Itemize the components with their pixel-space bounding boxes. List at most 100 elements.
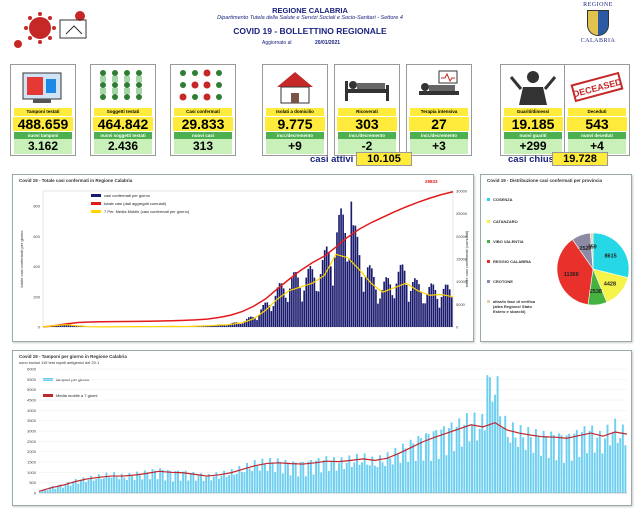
daily-case-bar — [397, 271, 400, 327]
daily-case-bar — [379, 298, 381, 327]
swab-bar — [159, 468, 162, 493]
swab-bar — [54, 488, 57, 493]
y-tick-right: 20000 — [456, 234, 468, 239]
swab-bar — [220, 475, 223, 493]
daily-case-bar — [334, 257, 336, 327]
swab-bar — [563, 462, 566, 493]
swab-bar — [580, 432, 583, 493]
daily-case-bar — [412, 282, 414, 327]
swab-bar — [118, 479, 121, 493]
daily-case-bar — [371, 268, 373, 327]
y-tick-right: 25000 — [456, 211, 468, 216]
swab-bar — [575, 429, 578, 493]
y-tick-left: 800 — [33, 204, 40, 209]
y-tick: 5500 — [27, 377, 37, 382]
swab-bar — [115, 477, 118, 493]
daily-case-bar — [233, 322, 236, 327]
swab-bar — [624, 445, 627, 493]
daily-case-bar — [332, 285, 334, 327]
swab-bar — [141, 479, 144, 493]
daily-case-bar — [330, 266, 332, 327]
swab-bar — [146, 472, 149, 493]
daily-case-bar — [430, 283, 433, 327]
swab-bar — [292, 461, 295, 493]
daily-case-bar — [327, 252, 330, 327]
swab-bar — [463, 424, 466, 493]
cumulative-line — [42, 191, 454, 328]
swab-bar — [333, 457, 335, 493]
swab-bar — [281, 473, 284, 493]
swab-bar — [64, 484, 67, 493]
daily-case-bar — [303, 290, 305, 327]
daily-case-bar — [286, 301, 289, 327]
swab-bar — [396, 453, 399, 493]
swab-bar — [491, 401, 494, 493]
pie-slice-label: 8615 — [604, 253, 616, 259]
swab-bar — [348, 455, 351, 493]
swab-bar — [473, 412, 476, 493]
active-cases-value: 10.105 — [356, 152, 412, 166]
daily-case-bar — [338, 214, 340, 327]
card-guariti: Guariti/dimessi 19.185 nuovi guariti +29… — [500, 64, 566, 156]
swab-bar — [251, 471, 254, 493]
swab-bar — [440, 429, 443, 493]
swab-bar — [177, 470, 179, 493]
daily-case-bar — [305, 277, 308, 327]
y-tick: 1000 — [27, 470, 37, 475]
swab-bar — [138, 474, 141, 493]
swab-bar — [542, 430, 545, 493]
daily-case-bar — [57, 325, 59, 327]
daily-case-bar — [444, 284, 447, 327]
pie-legend-item: REGGIO CALABRIA — [487, 259, 557, 264]
value-ricoverati: 303 — [337, 117, 397, 131]
swab-bar — [302, 461, 305, 493]
swab-bar — [44, 488, 47, 493]
swab-bar — [422, 460, 425, 493]
swab-bar — [279, 461, 282, 493]
daily-case-bar — [389, 284, 392, 327]
swab-bar — [361, 462, 364, 493]
daily-swabs-plot: 0 500 1000 1500 2000 2500 3000 3500 4000 4500 5000… — [27, 367, 628, 496]
value-tamponi: 488.659 — [13, 117, 73, 131]
daily-case-bar — [422, 303, 424, 327]
daily-case-bar — [377, 303, 379, 327]
pie-slice — [592, 232, 630, 279]
daily-case-bar — [321, 260, 324, 327]
swab-bar — [97, 474, 100, 493]
daily-case-bar — [264, 302, 267, 327]
swab-bar — [412, 443, 415, 493]
delta-deceduti: +4 — [568, 139, 626, 154]
swab-bar — [371, 456, 374, 493]
delta-isolati: +9 — [266, 139, 324, 154]
swab-bar — [573, 433, 576, 493]
swab-bar — [105, 472, 108, 493]
swab-bar — [399, 462, 402, 493]
swab-bar — [240, 471, 243, 493]
daily-case-bar — [313, 277, 316, 327]
swab-bar — [148, 479, 151, 493]
swab-bar — [427, 433, 430, 493]
swab-bar — [179, 480, 182, 493]
y-tick-right: 30000 — [456, 189, 468, 194]
swab-bar — [230, 469, 233, 493]
swab-bar — [402, 443, 404, 493]
daily-case-bar — [209, 325, 211, 327]
swab-bar — [330, 461, 333, 493]
swab-bar — [435, 430, 438, 493]
daily-case-bar — [450, 297, 453, 327]
covid-virus-illustration — [14, 11, 87, 48]
swab-bar — [437, 458, 440, 493]
swab-bar — [560, 435, 563, 493]
swab-bar — [414, 460, 417, 493]
swab-bar — [243, 472, 246, 493]
swab-bar — [271, 462, 274, 493]
swab-bar — [468, 441, 471, 493]
daily-case-bar — [297, 277, 299, 327]
swab-bar — [46, 490, 49, 493]
swab-bar — [309, 459, 312, 493]
daily-case-bar — [323, 250, 326, 327]
swabs-title: Covid 19 - Tamponi per giorno in Regione… — [19, 354, 127, 359]
y-tick: 6000 — [27, 367, 37, 372]
swab-bar — [488, 377, 491, 493]
